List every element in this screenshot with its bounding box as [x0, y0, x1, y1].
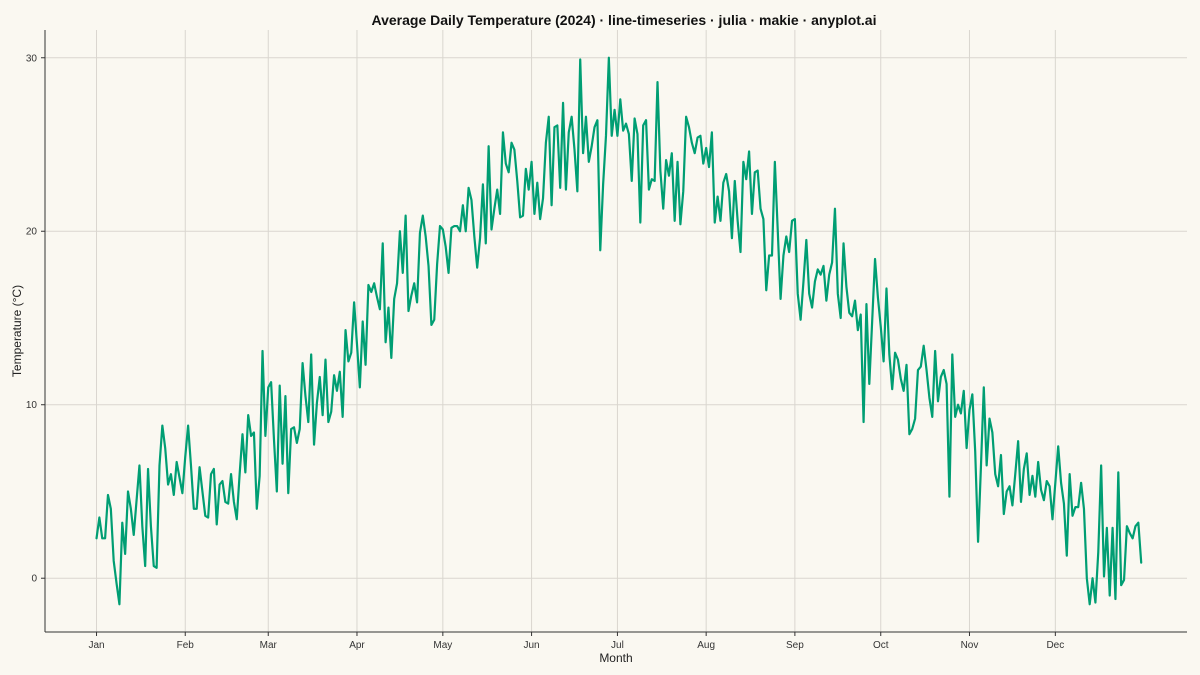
- y-axis-label: Temperature (°C): [10, 285, 24, 377]
- x-axis-label: Month: [599, 651, 632, 665]
- chart-title: Average Daily Temperature (2024) · line-…: [372, 12, 877, 28]
- x-tick-label: Sep: [786, 640, 804, 651]
- x-tick-label: Apr: [349, 640, 365, 651]
- x-tick-label: Dec: [1046, 640, 1064, 651]
- y-tick-label: 10: [26, 400, 38, 411]
- series-layer: [95, 56, 1143, 606]
- x-tick-label: Feb: [177, 640, 195, 651]
- x-tick-label: Jan: [88, 640, 104, 651]
- tick-marks: [41, 57, 1056, 636]
- x-tick-label: Jun: [524, 640, 540, 651]
- temperature-series-line: [95, 56, 1143, 606]
- y-tick-label: 30: [26, 53, 38, 64]
- y-tick-label: 0: [31, 574, 37, 585]
- x-tick-label: Jul: [611, 640, 624, 651]
- x-tick-label: Nov: [961, 640, 979, 651]
- x-tick-label: Oct: [873, 640, 889, 651]
- x-tick-label: Aug: [697, 640, 715, 651]
- x-tick-label: May: [433, 640, 452, 651]
- y-tick-label: 20: [26, 227, 38, 238]
- x-tick-label: Mar: [260, 640, 278, 651]
- tick-labels: 0 10 20 30 Jan Feb Mar Apr May Jun Jul Aug Sep Oct Nov…: [26, 53, 1064, 651]
- axes: [44, 30, 1187, 633]
